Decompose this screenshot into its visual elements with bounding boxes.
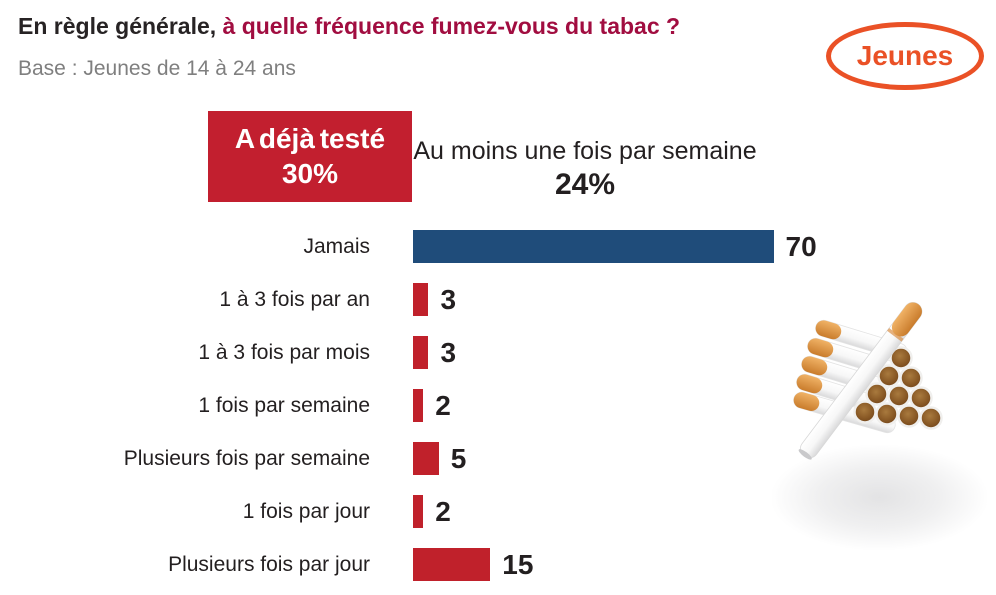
base-note: Base : Jeunes de 14 à 24 ans: [18, 57, 296, 80]
page-title: En règle générale, à quelle fréquence fu…: [18, 13, 680, 40]
category-label: Plusieurs fois par jour: [168, 552, 370, 576]
value-label: 70: [785, 230, 817, 262]
category-label: 1 à 3 fois par mois: [198, 340, 370, 364]
value-label: 15: [502, 548, 534, 580]
chart-row: 1 à 3 fois par an 3: [0, 273, 880, 326]
bar: [413, 548, 491, 581]
bar: [413, 230, 774, 263]
chart-row: 1 fois par jour 2: [0, 485, 880, 538]
value-label: 2: [435, 495, 451, 527]
bar-chart: Jamais 70 1 à 3 fois par an 3 1 à 3 fois par…: [0, 220, 880, 591]
bar-track: 3: [413, 283, 456, 316]
chart-row: Plusieurs fois par semaine 5: [0, 432, 880, 485]
bar-track: 15: [413, 548, 533, 581]
value-label: 3: [440, 336, 457, 368]
category-label: 1 à 3 fois par an: [219, 287, 370, 311]
bar: [413, 442, 439, 475]
cigarettes-illustration: [793, 302, 943, 460]
chart-row: Plusieurs fois par jour 15: [0, 538, 880, 591]
weekly-callout-text: Au moins une fois par semaine: [413, 137, 757, 165]
bar-track: 5: [413, 442, 466, 475]
value-label: 3: [440, 283, 457, 315]
diagonal-cigarette: [798, 302, 923, 460]
title-part-red: à quelle fréquence fumez-vous du tabac ?: [216, 13, 681, 39]
category-label: 1 fois par jour: [242, 499, 370, 523]
bar-track: 3: [413, 336, 456, 369]
tested-callout: A déjà testé 30%: [208, 111, 412, 202]
bar-track: 70: [413, 230, 817, 263]
bar: [413, 495, 424, 528]
cigarettes-shadow: [772, 445, 987, 550]
tested-callout-text: A déjà testé: [234, 123, 386, 155]
bar: [413, 389, 424, 422]
tested-callout-value: 30%: [281, 157, 339, 189]
category-label: 1 fois par semaine: [198, 393, 370, 417]
tobacco-ends: [853, 346, 943, 430]
jeunes-badge-label: Jeunes: [856, 40, 954, 71]
title-part-dark: En règle générale,: [18, 13, 217, 39]
chart-row: Jamais 70: [0, 220, 880, 273]
chart-row: 1 à 3 fois par mois 3: [0, 326, 880, 379]
jeunes-badge: Jeunes: [826, 22, 984, 90]
weekly-callout-value: 24%: [554, 168, 616, 201]
chart-row: 1 fois par semaine 2: [0, 379, 880, 432]
category-label: Jamais: [303, 234, 370, 258]
value-label: 5: [450, 442, 467, 474]
bar: [413, 283, 429, 316]
bar-track: 2: [413, 389, 451, 422]
category-label: Plusieurs fois par semaine: [123, 446, 370, 470]
value-label: 2: [435, 389, 451, 421]
bar: [413, 336, 429, 369]
bar-track: 2: [413, 495, 451, 528]
weekly-callout: Au moins une fois par semaine 24%: [412, 137, 758, 202]
